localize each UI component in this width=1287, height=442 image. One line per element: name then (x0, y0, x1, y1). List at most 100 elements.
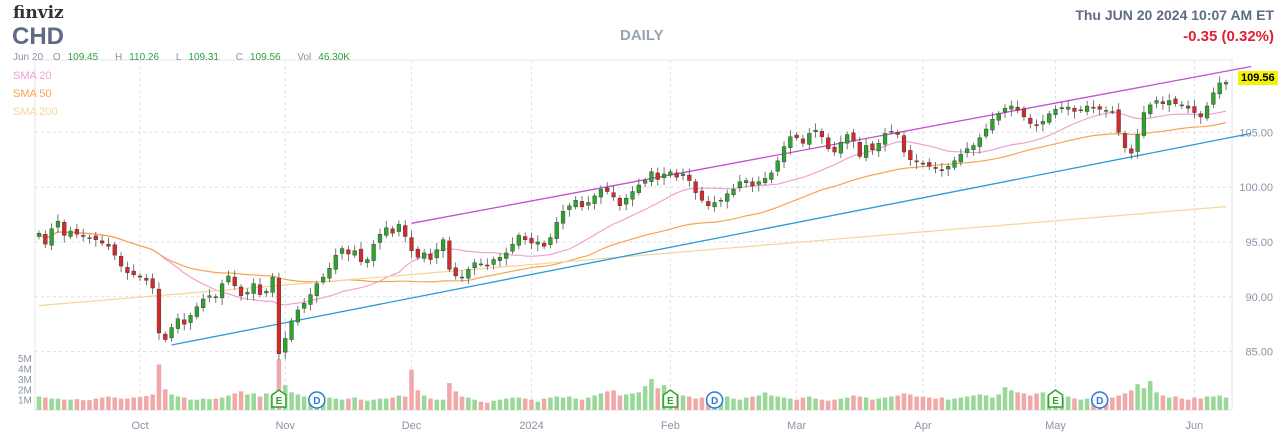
dividend-marker[interactable]: D (308, 391, 326, 409)
volume-bar (99, 397, 105, 410)
volume-bar (200, 398, 206, 410)
candle-body (295, 309, 300, 323)
volume-bar (794, 399, 799, 410)
volume-bar (1078, 399, 1084, 410)
candle-body (529, 237, 534, 244)
candle-body (453, 267, 458, 277)
volume-bar (245, 394, 250, 410)
candle-body (870, 143, 875, 151)
candle-body (661, 173, 667, 179)
volume-bar (87, 400, 92, 410)
volume-bar (409, 369, 414, 410)
volume-bar (1160, 395, 1166, 410)
candle-body (207, 295, 212, 298)
earnings-marker[interactable]: E (662, 389, 679, 408)
volume-bar (434, 399, 440, 410)
dividend-marker[interactable]: D (1090, 391, 1109, 409)
candle-body (106, 243, 111, 247)
volume-bar (1204, 396, 1210, 410)
volume-bars (36, 359, 1229, 410)
earnings-marker[interactable]: E (1047, 389, 1064, 408)
finviz-logo[interactable]: finviz (13, 3, 64, 23)
volume-bar (908, 394, 913, 410)
volume-bar (1110, 397, 1115, 410)
candle-body (1141, 112, 1147, 136)
volume-bar (194, 399, 200, 410)
volume-bar (762, 392, 768, 410)
candle-body (43, 234, 48, 245)
volume-bar (61, 399, 67, 410)
volume-bar (857, 396, 863, 410)
volume-bar (964, 396, 970, 410)
volume-bar (1015, 392, 1020, 410)
volume-bar (352, 397, 357, 410)
volume-bar (636, 392, 642, 410)
candle-body (901, 135, 907, 153)
volume-bar (516, 397, 522, 410)
volume-bar (371, 399, 376, 410)
earnings-icon (1047, 389, 1064, 408)
volume-bar (604, 391, 610, 410)
volume-bar (1040, 392, 1046, 410)
candle-body (1097, 106, 1102, 110)
candle-body (491, 259, 496, 265)
high-value: 110.26 (129, 52, 160, 63)
volume-tick-label: 1M (18, 396, 32, 407)
candle-body (744, 180, 749, 183)
candle-body (624, 197, 629, 205)
candle-body (794, 134, 799, 138)
earnings-marker[interactable]: E (271, 389, 287, 408)
volume-bar (990, 397, 995, 410)
price-axis: 85.00 90.00 95.00 100.00 105.00 (1239, 127, 1273, 358)
trendlines[interactable] (171, 65, 1252, 346)
volume-bar (188, 399, 193, 410)
candle-body (573, 200, 578, 208)
candle-body (718, 200, 723, 202)
dividend-marker[interactable]: D (705, 391, 724, 409)
candle-body (832, 146, 837, 153)
candle-body (415, 248, 420, 258)
legend-sma-200: SMA 200 (13, 106, 58, 118)
volume-bar (169, 394, 174, 410)
volume-bar (226, 395, 231, 410)
candle-body (756, 181, 761, 185)
volume-bar (125, 398, 130, 410)
event-label: E (1052, 396, 1059, 407)
volume-bar (554, 396, 560, 410)
volume-bar (144, 396, 149, 410)
candlesticks (36, 76, 1229, 360)
volume-bar (415, 390, 421, 410)
candle-body (643, 180, 648, 184)
candle-body (687, 174, 692, 181)
volume-bar (920, 396, 926, 410)
candle-body (933, 167, 938, 169)
volume-bar (800, 397, 806, 410)
volume-bar (466, 397, 471, 410)
volume-bar (327, 397, 332, 410)
volume-bar (819, 399, 825, 410)
volume-bar (870, 399, 875, 410)
candle-body (390, 228, 395, 234)
date-tick-label: Nov (275, 420, 295, 432)
volume-bar (832, 399, 837, 410)
candle-body (983, 128, 989, 137)
candle-body (466, 269, 471, 279)
candle-body (93, 235, 98, 240)
candle-body (1009, 105, 1014, 110)
chart-period[interactable]: DAILY (620, 27, 664, 44)
date-tick-label: Mar (787, 420, 806, 432)
candle-body (788, 136, 793, 148)
volume-value: 46.30K (318, 52, 350, 63)
candle-body (598, 189, 604, 198)
candle-body (908, 150, 913, 160)
candle-body (750, 181, 755, 187)
moving-averages (38, 110, 1227, 307)
volume-bar (851, 395, 856, 410)
ticker-symbol: CHD (12, 23, 64, 50)
candle-body (1110, 111, 1115, 113)
volume-bar (1129, 390, 1134, 410)
candle-body (270, 276, 275, 293)
candle-body (737, 181, 742, 188)
